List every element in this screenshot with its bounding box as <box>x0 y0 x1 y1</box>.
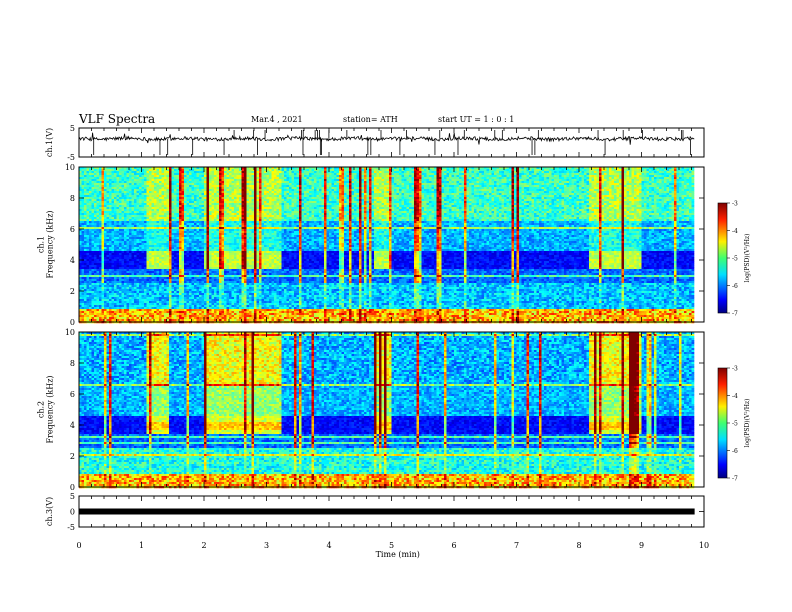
x-tick-label: 10 <box>699 541 709 550</box>
ch2-spectrogram-colorbar-tick-label: -5 <box>732 421 738 428</box>
ch2-spectrogram-ytick-label: 8 <box>70 359 75 368</box>
ch1-spectrogram-heatmap <box>79 167 694 323</box>
x-tick-label: 6 <box>451 541 456 550</box>
ch2-spectrogram-colorbar-tick-label: -4 <box>732 393 738 400</box>
ch1-spectrogram-colorbar-tick-label: -6 <box>732 283 738 290</box>
ch1-spectrogram-panel: 0 2 4 6 8 10 ch.1Frequency (kHz) -3 -4 -5 -6 -7 log(… <box>37 163 752 327</box>
ch1-spectrogram-colorbar-tick-label: -4 <box>732 228 738 235</box>
ch2-spectrogram-ytick-label: 4 <box>70 421 75 430</box>
ch1-spectrogram-ytick-label: 4 <box>70 256 75 265</box>
ch1-voltage-panel: 5 -5 ch.1(V) <box>45 124 704 162</box>
ch3-voltage-trace <box>79 509 695 515</box>
ch1-spectrogram-colorbar-tick-label: -3 <box>732 201 738 208</box>
ch2-spectrogram-panel: 0 2 4 6 8 10 ch.2Frequency (kHz) -3 -4 -5 -6 -7 log(… <box>37 328 752 492</box>
x-tick-label: 9 <box>639 541 644 550</box>
ch2-spectrogram-ylabel: ch.2Frequency (kHz) <box>37 375 55 443</box>
ch1-spectrogram-ytick-label: 6 <box>70 225 75 234</box>
ch2-spectrogram-ytick-label: 6 <box>70 390 75 399</box>
ch3-voltage-ytick-label: 5 <box>70 492 75 501</box>
ch1-spectrogram-ytick-label: 0 <box>70 318 75 327</box>
x-tick-label: 0 <box>76 541 81 550</box>
ch3-voltage-ylabel: ch.3(V) <box>45 497 54 526</box>
ch1-spectrogram-colorbar: -3 -4 -5 -6 -7 log(PSD)(V²/Hz) <box>718 201 751 318</box>
ch1-spectrogram-colorbar-label: log(PSD)(V²/Hz) <box>744 234 751 283</box>
ch1-spectrogram-colorbar-tick-label: -7 <box>732 311 738 318</box>
x-tick-label: 2 <box>201 541 206 550</box>
ch3-voltage-ytick-label: -5 <box>67 523 75 532</box>
ch1-spectrogram-ytick-label: 10 <box>65 163 75 172</box>
ch2-spectrogram-ytick-label: 10 <box>65 328 75 337</box>
ch1-spectrogram-ytick-label: 2 <box>70 287 75 296</box>
ch2-spectrogram-ytick-label: 0 <box>70 483 75 492</box>
ch2-spectrogram-colorbar-tick-label: -7 <box>732 476 738 483</box>
x-tick-label: 5 <box>389 541 394 550</box>
time-axis: 0 1 2 3 4 5 6 7 8 9 10 Time (min) <box>76 541 709 559</box>
ch2-spectrogram-colorbar-tick-label: -3 <box>732 366 738 373</box>
ch3-voltage-ytick-label: 0 <box>70 508 75 517</box>
ch1-voltage-ytick-label: -5 <box>67 153 75 162</box>
ch1-spectrogram-ytick-label: 8 <box>70 194 75 203</box>
ch3-voltage-panel: 5 0 -5 ch.3(V) <box>45 492 704 532</box>
ch1-voltage-ytick-label: 5 <box>70 124 75 133</box>
x-tick-label: 7 <box>514 541 519 550</box>
ch1-spectrogram-colorbar-tick-label: -5 <box>732 256 738 263</box>
ch2-spectrogram-colorbar-tick-label: -6 <box>732 448 738 455</box>
ch1-spectrogram-ylabel: ch.1Frequency (kHz) <box>37 210 55 278</box>
ch1-voltage-trace <box>79 133 694 145</box>
ch2-spectrogram-colorbar: -3 -4 -5 -6 -7 log(PSD)(V²/Hz) <box>718 366 751 483</box>
x-tick-label: 3 <box>264 541 269 550</box>
ch2-spectrogram-heatmap <box>79 332 694 488</box>
x-axis-label: Time (min) <box>376 550 420 559</box>
ch1-voltage-ylabel: ch.1(V) <box>45 128 54 157</box>
x-tick-label: 8 <box>576 541 581 550</box>
x-tick-label: 4 <box>326 541 331 550</box>
x-tick-label: 1 <box>139 541 144 550</box>
ch2-spectrogram-colorbar-label: log(PSD)(V²/Hz) <box>744 399 751 448</box>
ch2-spectrogram-ytick-label: 2 <box>70 452 75 461</box>
